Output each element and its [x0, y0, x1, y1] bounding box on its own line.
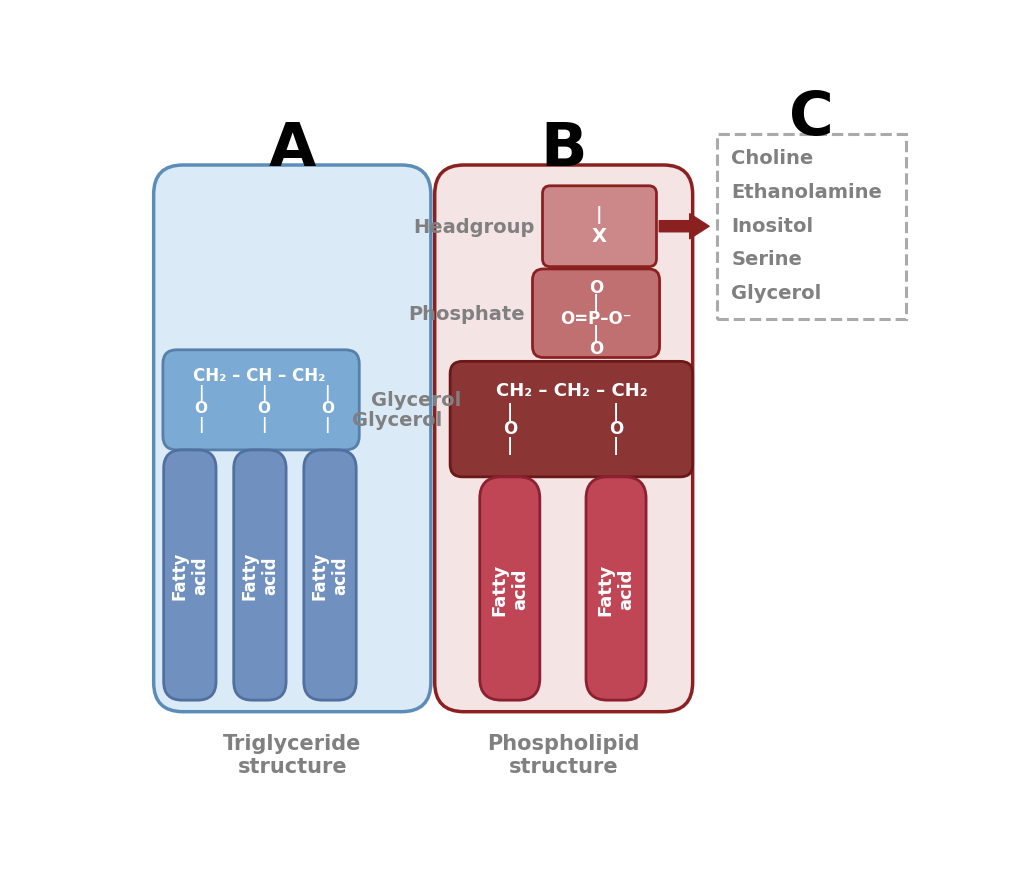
- Text: |: |: [613, 437, 620, 454]
- Text: Triglyceride
structure: Triglyceride structure: [223, 733, 361, 777]
- Text: O: O: [258, 401, 270, 415]
- Text: |: |: [199, 417, 204, 433]
- Text: O: O: [609, 420, 624, 438]
- Text: |: |: [325, 385, 330, 401]
- FancyBboxPatch shape: [480, 477, 540, 700]
- Text: Glycerol: Glycerol: [371, 391, 461, 410]
- FancyBboxPatch shape: [304, 450, 356, 700]
- FancyBboxPatch shape: [586, 477, 646, 700]
- Text: |: |: [507, 403, 513, 421]
- Text: C: C: [790, 89, 834, 148]
- Text: Fatty
acid: Fatty acid: [170, 551, 209, 600]
- Text: |: |: [613, 403, 620, 421]
- Text: |: |: [593, 294, 599, 312]
- Text: B: B: [541, 119, 587, 178]
- Text: A: A: [268, 119, 315, 178]
- Text: Fatty
acid: Fatty acid: [241, 551, 280, 600]
- Text: |: |: [199, 385, 204, 401]
- Text: Fatty
acid: Fatty acid: [490, 563, 529, 615]
- Text: Fatty
acid: Fatty acid: [310, 551, 349, 600]
- Text: CH₂ – CH₂ – CH₂: CH₂ – CH₂ – CH₂: [496, 381, 647, 400]
- Text: |: |: [261, 417, 267, 433]
- FancyBboxPatch shape: [164, 450, 216, 700]
- Text: CH₂ – CH – CH₂: CH₂ – CH – CH₂: [194, 367, 326, 385]
- FancyBboxPatch shape: [451, 362, 692, 477]
- Text: |: |: [596, 206, 603, 223]
- Text: Phosphate: Phosphate: [409, 304, 524, 323]
- Text: Choline: Choline: [731, 149, 813, 168]
- Text: O=P–O⁻: O=P–O⁻: [560, 309, 632, 328]
- Text: Glycerol: Glycerol: [731, 284, 821, 303]
- Text: |: |: [593, 325, 599, 343]
- Text: |: |: [325, 417, 330, 433]
- Text: O: O: [589, 279, 603, 296]
- FancyBboxPatch shape: [154, 166, 431, 712]
- Text: O: O: [503, 420, 517, 438]
- FancyBboxPatch shape: [435, 166, 692, 712]
- Text: O: O: [321, 401, 334, 415]
- Text: Ethanolamine: Ethanolamine: [731, 182, 882, 202]
- Text: Glycerol: Glycerol: [352, 410, 442, 429]
- Text: Fatty
acid: Fatty acid: [597, 563, 636, 615]
- Text: |: |: [507, 437, 513, 454]
- Text: Inositol: Inositol: [731, 216, 813, 235]
- Text: O: O: [589, 340, 603, 357]
- FancyArrowPatch shape: [659, 215, 710, 240]
- FancyBboxPatch shape: [543, 187, 656, 268]
- FancyBboxPatch shape: [163, 350, 359, 450]
- Text: Phospholipid
structure: Phospholipid structure: [487, 733, 640, 777]
- FancyBboxPatch shape: [233, 450, 286, 700]
- FancyBboxPatch shape: [532, 269, 659, 358]
- Text: Headgroup: Headgroup: [414, 217, 535, 236]
- FancyBboxPatch shape: [717, 135, 906, 320]
- Text: Serine: Serine: [731, 250, 802, 269]
- Text: O: O: [195, 401, 208, 415]
- Text: |: |: [261, 385, 267, 401]
- Text: X: X: [592, 227, 607, 246]
